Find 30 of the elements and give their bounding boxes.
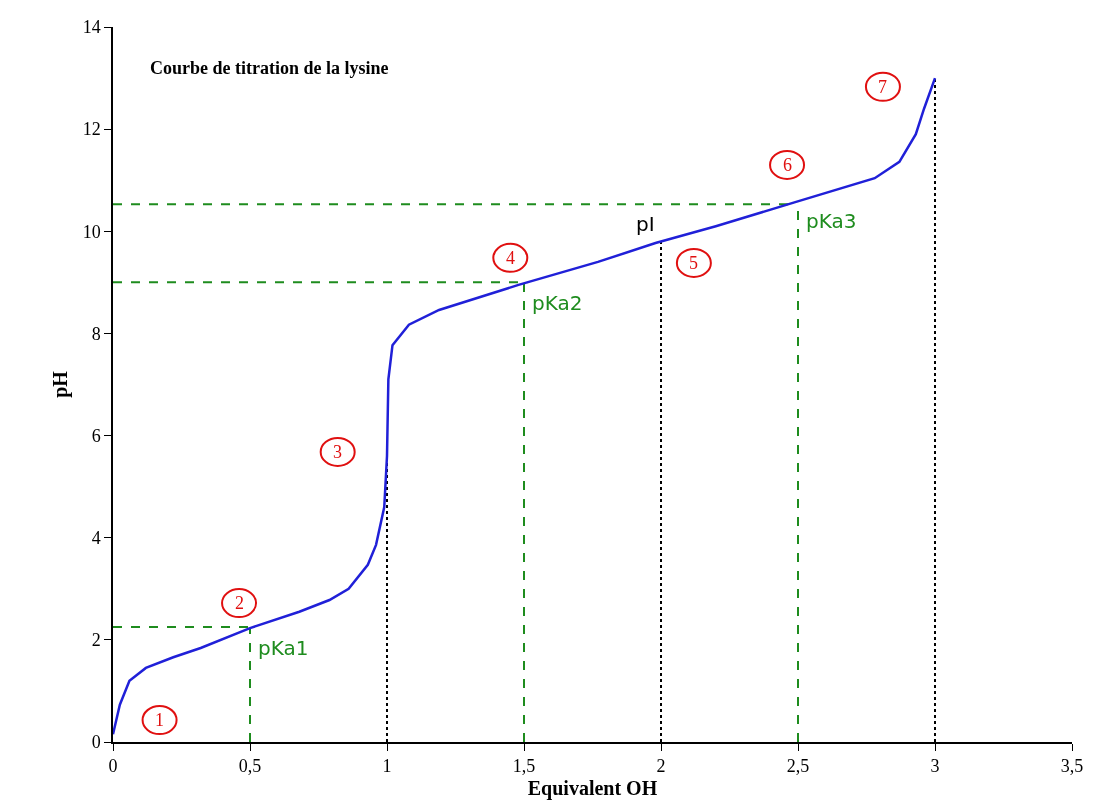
annotation: 3 [333,442,342,462]
y-tick-label: 14 [82,17,101,38]
y-tick-label: 8 [91,323,101,344]
x-axis-title: Equivalent OH [527,777,658,801]
annotation: 4 [506,248,515,268]
text: Courbe de titration de la lysine [150,58,389,79]
x-tick-label: 1,5 [512,756,536,777]
ref-line-label: pKa3 [806,209,857,233]
y-tick-label: 6 [91,425,101,446]
annotation: 6 [783,155,792,175]
y-tick-label: 4 [91,528,101,549]
x-tick-label: 3,5 [1060,756,1084,777]
ref-line-label: pKa2 [532,291,583,315]
y-tick-label: 12 [82,119,101,140]
annotation: 2 [235,593,244,613]
annotation: 1 [155,710,164,730]
ref-line-label: pKa1 [258,636,309,660]
y-tick-label: 0 [91,732,101,753]
annotation: 7 [878,77,887,97]
x-tick-label: 1 [382,756,392,777]
annotation: 5 [689,253,698,273]
y-tick-label: 10 [82,221,101,242]
x-tick-label: 0 [108,756,118,777]
y-axis-title: pH [48,370,72,398]
x-tick-label: 0,5 [238,756,262,777]
y-tick-label: 2 [91,630,101,651]
x-tick-label: 3 [930,756,940,777]
x-tick-label: 2 [656,756,666,777]
x-tick-label: 2,5 [786,756,810,777]
ref-line-label: pI [636,212,655,236]
